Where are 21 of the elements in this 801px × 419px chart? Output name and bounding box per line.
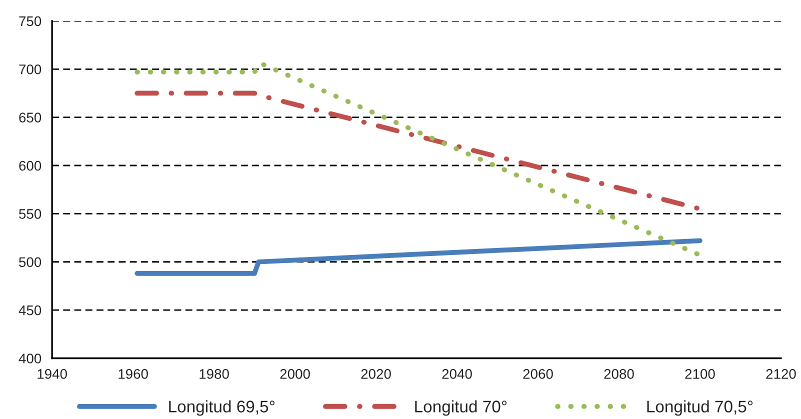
y-tick-label: 450 (18, 305, 42, 316)
legend-label: Longitud 69,5° (169, 400, 274, 416)
x-tick-label: 2020 (361, 369, 391, 379)
x-tick-label: 2040 (442, 369, 472, 379)
y-tick-label: 400 (18, 354, 42, 364)
y-tick-label: 550 (19, 209, 42, 219)
x-tick-label: 2000 (280, 369, 310, 379)
legend-label: Longitud 70,5° (647, 400, 753, 416)
y-tick-label: 600 (19, 160, 42, 171)
x-tick-label: 2100 (685, 369, 715, 379)
y-tick-label: 750 (19, 16, 42, 26)
x-tick-label: 1940 (38, 369, 67, 379)
x-tick-label: 2120 (766, 369, 796, 379)
y-tick-label: 700 (19, 64, 42, 74)
y-tick-label: 650 (19, 112, 42, 122)
x-tick-label: 1960 (118, 369, 148, 379)
x-tick-label: 2080 (604, 369, 634, 379)
x-tick-label: 1980 (200, 369, 229, 379)
x-tick-label: 2060 (523, 369, 553, 379)
y-tick-label: 500 (19, 257, 42, 268)
legend-label: Longitud 70° (415, 400, 507, 416)
